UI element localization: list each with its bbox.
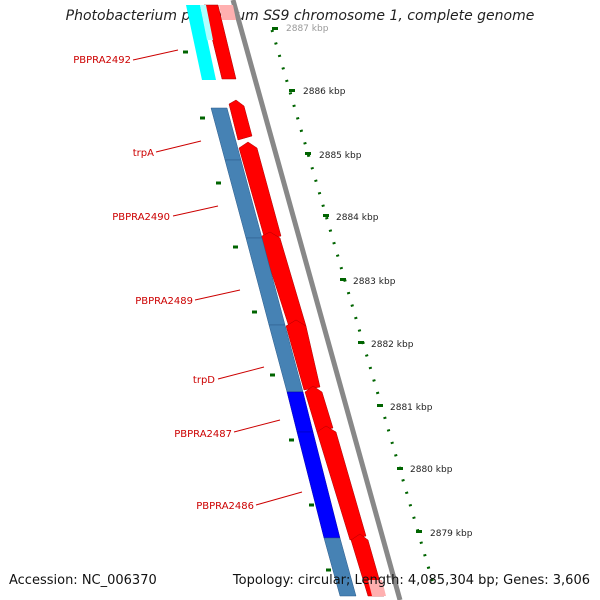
gene-label[interactable]: PBPRA2487 [174,429,232,440]
gene-label[interactable]: trpA [133,148,154,159]
ruler-major-tick [305,152,311,155]
gene-label[interactable]: trpD [193,375,215,386]
ruler-label: 2881 kbp [390,403,433,413]
ruler-major-tick [289,89,295,92]
ruler-major-tick [397,467,403,470]
ruler-label: 2884 kbp [336,213,379,223]
forward-strand-track [203,4,386,597]
forward-cds-arrow[interactable] [228,99,253,141]
reverse-strand-track [186,5,357,597]
ruler-major-tick [340,278,346,281]
ruler-label: 2885 kbp [319,151,362,161]
forward-cds-arrow[interactable] [304,385,334,433]
forward-cds-arrow[interactable] [259,231,307,331]
forward-cds-arrow[interactable] [285,319,321,391]
forward-cds-arrow[interactable] [203,4,237,80]
ruler-major-tick [358,341,364,344]
forward-cds-arrow[interactable] [219,5,236,20]
leader-line [172,205,219,217]
forward-cds-arrow[interactable] [238,141,282,241]
gene-label[interactable]: PBPRA2490 [112,212,170,223]
ruler-ticks [270,27,437,591]
gene-label-leaders [132,49,303,506]
map-title: Photobacterium profundum SS9 chromosome … [65,8,535,24]
ruler-label: 2879 kbp [430,529,473,539]
reverse-cds-feature[interactable] [323,537,357,597]
gene-labels: PBPRA2492 trpA PBPRA2490 PBPRA2489 trpD … [73,55,254,512]
leader-line [217,366,265,380]
gene-label[interactable]: PBPRA2489 [135,296,193,307]
ruler-major-tick [272,27,278,30]
accession-text: Accession: NC_006370 [9,573,157,588]
rna-gene-feature[interactable] [200,5,213,40]
leader-line [194,289,241,301]
chromosome-backbone [230,0,403,600]
ruler-label: 2883 kbp [353,277,396,287]
leader-line [233,419,281,433]
forward-cds-arrow[interactable] [316,425,367,541]
ruler-label: 2887 kbp [286,24,329,34]
leader-line [255,491,303,506]
ruler-major-tick [377,404,383,407]
feature-ticks [183,50,331,572]
forward-cds-arrow[interactable] [368,580,386,596]
ruler-label: 2880 kbp [410,465,453,475]
leader-line [155,140,202,153]
ruler-label: 2886 kbp [303,87,346,97]
gene-label[interactable]: PBPRA2492 [73,55,131,66]
leader-line [132,49,179,61]
ruler-major-tick [323,214,329,217]
ruler-label: 2882 kbp [371,340,414,350]
ruler-major-tick [416,530,422,533]
rna-gene-feature[interactable] [186,5,216,80]
gene-label[interactable]: PBPRA2486 [196,501,254,512]
topology-text: Topology: circular; Length: 4,085,304 bp… [232,573,590,588]
ruler-labels: 2887 kbp 2886 kbp 2885 kbp 2884 kbp 2883… [286,24,473,539]
